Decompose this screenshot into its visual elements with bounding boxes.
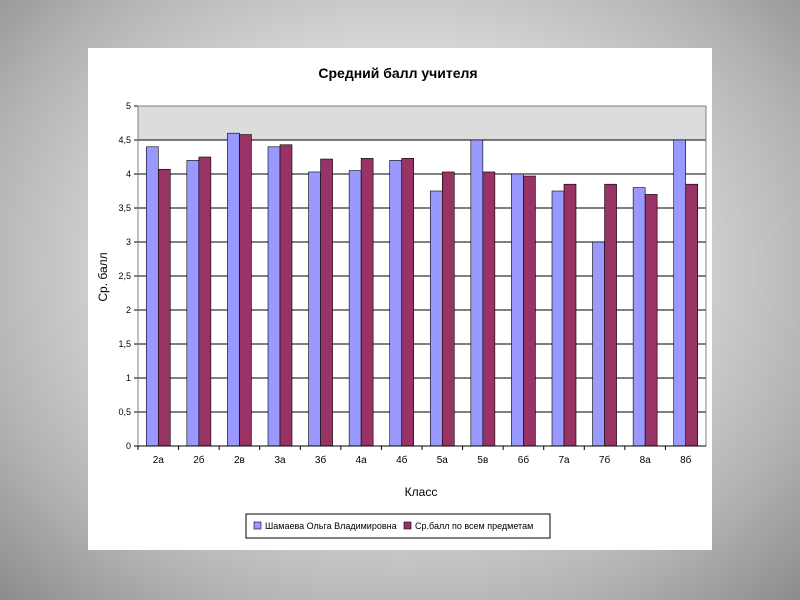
bar-teacher-11 <box>592 241 605 447</box>
legend-swatch-0 <box>253 521 262 530</box>
bar-all-subjects-12 <box>644 194 658 447</box>
y-tick-label: 5 <box>126 101 131 111</box>
y-tick-label: 0,5 <box>118 407 131 417</box>
x-tick-label: 2а <box>153 455 165 466</box>
bar-all-subjects-13 <box>685 183 699 447</box>
y-tick-label: 3,5 <box>118 203 131 213</box>
x-tick-label: 8б <box>680 454 692 466</box>
legend-label-0: Шамаева Ольга Владимировна <box>265 521 397 531</box>
bar-teacher-8 <box>470 139 484 447</box>
x-tick-label: 3а <box>274 455 286 466</box>
bar-teacher-6 <box>389 160 403 447</box>
bar-all-subjects-8 <box>482 171 496 447</box>
bar-all-subjects-2 <box>239 134 252 447</box>
plot-band <box>138 106 706 140</box>
y-tick-label: 2,5 <box>118 271 131 281</box>
y-tick-label: 3 <box>126 237 131 247</box>
bar-all-subjects-6 <box>401 158 415 447</box>
x-tick-label: 2в <box>234 455 245 466</box>
y-tick-label: 1 <box>126 373 131 383</box>
y-tick-label: 2 <box>126 305 131 315</box>
legend-swatch-1 <box>403 521 412 530</box>
bar-teacher-9 <box>511 173 524 447</box>
bar-all-subjects-10 <box>563 183 577 447</box>
bar-all-subjects-5 <box>360 158 374 447</box>
y-tick-label: 4 <box>126 169 131 179</box>
x-tick-label: 5в <box>477 455 488 466</box>
bar-teacher-12 <box>632 187 646 447</box>
legend-box <box>245 513 551 539</box>
bar-teacher-7 <box>429 190 443 447</box>
y-tick-label: 0 <box>126 441 131 451</box>
bar-teacher-2 <box>227 132 240 447</box>
x-tick-label: 5а <box>437 455 449 466</box>
y-axis-label: Ср. балл <box>96 252 110 301</box>
bar-teacher-3 <box>267 146 281 447</box>
bar-all-subjects-3 <box>279 144 293 447</box>
chart-card: Средний балл учителя Ср. балл Класс 0 0,5… <box>88 48 712 550</box>
x-tick-label: 2б <box>193 454 205 466</box>
x-tick-label: 7а <box>558 455 570 466</box>
x-tick-label: 8а <box>640 455 652 466</box>
x-tick-label: 3б <box>315 454 327 466</box>
legend: Шамаева Ольга Владимировна Ср.балл по все… <box>245 513 551 539</box>
bar-teacher-1 <box>186 160 200 447</box>
bar-all-subjects-9 <box>523 175 536 447</box>
y-tick-label: 4,5 <box>118 135 131 145</box>
bar-teacher-5 <box>348 170 362 447</box>
x-tick-label: 6б <box>518 454 530 466</box>
x-tick-label: 4б <box>396 454 408 466</box>
bar-all-subjects-1 <box>198 156 212 447</box>
bar-all-subjects-4 <box>320 158 333 447</box>
plot-area: 0 0,5 1 1,5 2 2,5 3 3,5 4 4,5 5 2а 2б 2в 3а 3б 4а 4б 5а 5в 6… <box>118 101 707 466</box>
x-tick-label: 4а <box>356 455 368 466</box>
bar-all-subjects-0 <box>157 168 171 447</box>
bar-teacher-13 <box>673 139 687 447</box>
bar-teacher-4 <box>308 171 321 447</box>
bar-teacher-0 <box>145 146 159 447</box>
x-axis-label: Класс <box>405 485 438 499</box>
bar-all-subjects-7 <box>441 171 455 447</box>
x-tick-label: 7б <box>599 454 611 466</box>
chart-title: Средний балл учителя <box>318 65 477 81</box>
bar-teacher-10 <box>551 190 565 447</box>
legend-label-1: Ср.балл по всем предметам <box>415 521 533 531</box>
y-tick-label: 1,5 <box>118 339 131 349</box>
bar-chart: Средний балл учителя Ср. балл Класс 0 0,5… <box>96 65 707 539</box>
bar-all-subjects-11 <box>604 183 617 447</box>
